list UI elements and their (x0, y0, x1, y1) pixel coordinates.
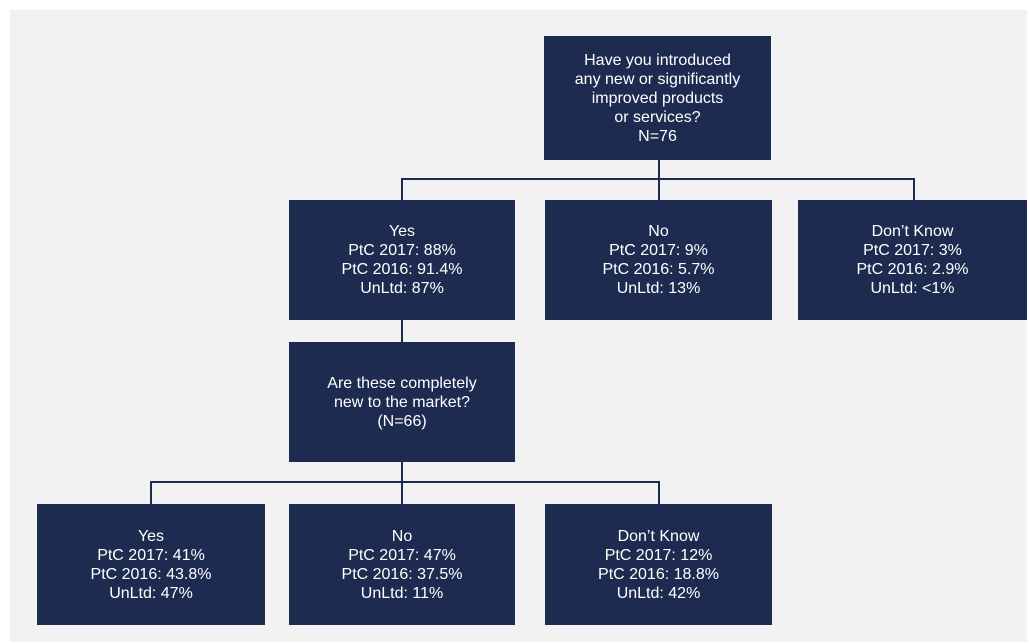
level1-yes-ptc2016: PtC 2016: 91.4% (341, 261, 463, 278)
connector-level1-dontknow (913, 178, 915, 200)
connector-question2-down (401, 462, 403, 483)
level1-dontknow-ptc2016: PtC 2016: 2.9% (856, 261, 969, 278)
level2-yes-node: Yes PtC 2017: 41% PtC 2016: 43.8% UnLtd:… (37, 504, 265, 625)
level2-dontknow-ptc2017: PtC 2017: 12% (604, 546, 713, 564)
level2-yes-ptc2016: PtC 2016: 43.8% (90, 565, 212, 583)
question2-line-1: Are these completely (327, 374, 477, 392)
level1-no-ptc2016: PtC 2016: 5.7% (602, 261, 715, 278)
question2-node: Are these completely new to the market? … (289, 342, 515, 462)
level2-dontknow-node: Don’t Know PtC 2017: 12% PtC 2016: 18.8%… (545, 504, 772, 625)
root-question-line-4: or services? (614, 108, 701, 126)
root-question-node: Have you introduced any new or significa… (544, 36, 771, 160)
level1-no-ptc2017: PtC 2017: 9% (609, 242, 708, 259)
level1-dontknow-node: Don’t Know PtC 2017: 3% PtC 2016: 2.9% U… (798, 200, 1027, 320)
connector-level2-no (401, 481, 403, 504)
level2-dontknow-label: Don’t Know (617, 527, 700, 545)
decision-tree-diagram: Have you introduced any new or significa… (10, 10, 1027, 642)
level1-no-label: No (648, 223, 669, 240)
level1-yes-ptc2017: PtC 2017: 88% (348, 242, 456, 259)
connector-level1-no (658, 178, 660, 200)
level1-yes-label: Yes (388, 223, 416, 240)
level1-yes-node: Yes PtC 2017: 88% PtC 2016: 91.4% UnLtd:… (289, 200, 515, 320)
level1-dontknow-ptc2017: PtC 2017: 3% (863, 242, 962, 259)
level2-dontknow-ptc2016: PtC 2016: 18.8% (598, 565, 719, 583)
root-question-sample-size: N=76 (638, 127, 677, 145)
root-question-line-2: any new or significantly (574, 70, 741, 88)
question2-sample-size: (N=66) (377, 412, 427, 430)
connector-level1-yes (401, 178, 403, 200)
level1-no-node: No PtC 2017: 9% PtC 2016: 5.7% UnLtd: 13… (545, 200, 772, 320)
connector-yes-to-question2 (401, 320, 403, 342)
level1-yes-unltd: UnLtd: 87% (360, 280, 444, 297)
connector-level2-bar (150, 481, 660, 483)
connector-level2-dontknow (658, 481, 660, 504)
question2-line-2: new to the market? (333, 393, 471, 411)
level2-no-ptc2017: PtC 2017: 47% (348, 546, 456, 564)
connector-root-down (658, 160, 660, 180)
connector-level2-yes (150, 481, 152, 504)
level2-yes-unltd: UnLtd: 47% (109, 584, 193, 602)
level2-no-unltd: UnLtd: 11% (360, 584, 444, 602)
root-question-line-3: improved products (591, 89, 724, 107)
level2-no-label: No (391, 527, 413, 545)
root-question-line-1: Have you introduced (584, 51, 731, 69)
level2-no-node: No PtC 2017: 47% PtC 2016: 37.5% UnLtd: … (289, 504, 515, 625)
level2-dontknow-unltd: UnLtd: 42% (616, 584, 701, 602)
level2-yes-ptc2017: PtC 2017: 41% (97, 546, 205, 564)
level1-dontknow-label: Don’t Know (871, 223, 954, 240)
level1-no-unltd: UnLtd: 13% (616, 280, 701, 297)
level1-dontknow-unltd: UnLtd: <1% (870, 280, 955, 297)
level2-no-ptc2016: PtC 2016: 37.5% (341, 565, 463, 583)
level2-yes-label: Yes (137, 527, 165, 545)
